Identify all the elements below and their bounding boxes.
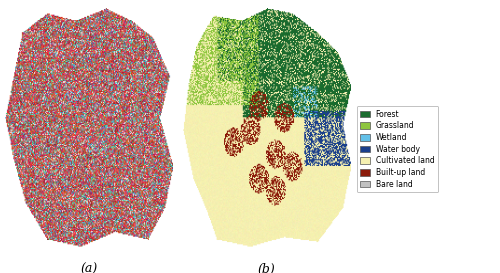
Text: (a): (a) bbox=[80, 263, 98, 273]
Text: (b): (b) bbox=[258, 263, 275, 273]
Legend: Forest, Grassland, Wetland, Water body, Cultivated land, Built-up land, Bare lan: Forest, Grassland, Wetland, Water body, … bbox=[356, 106, 438, 192]
